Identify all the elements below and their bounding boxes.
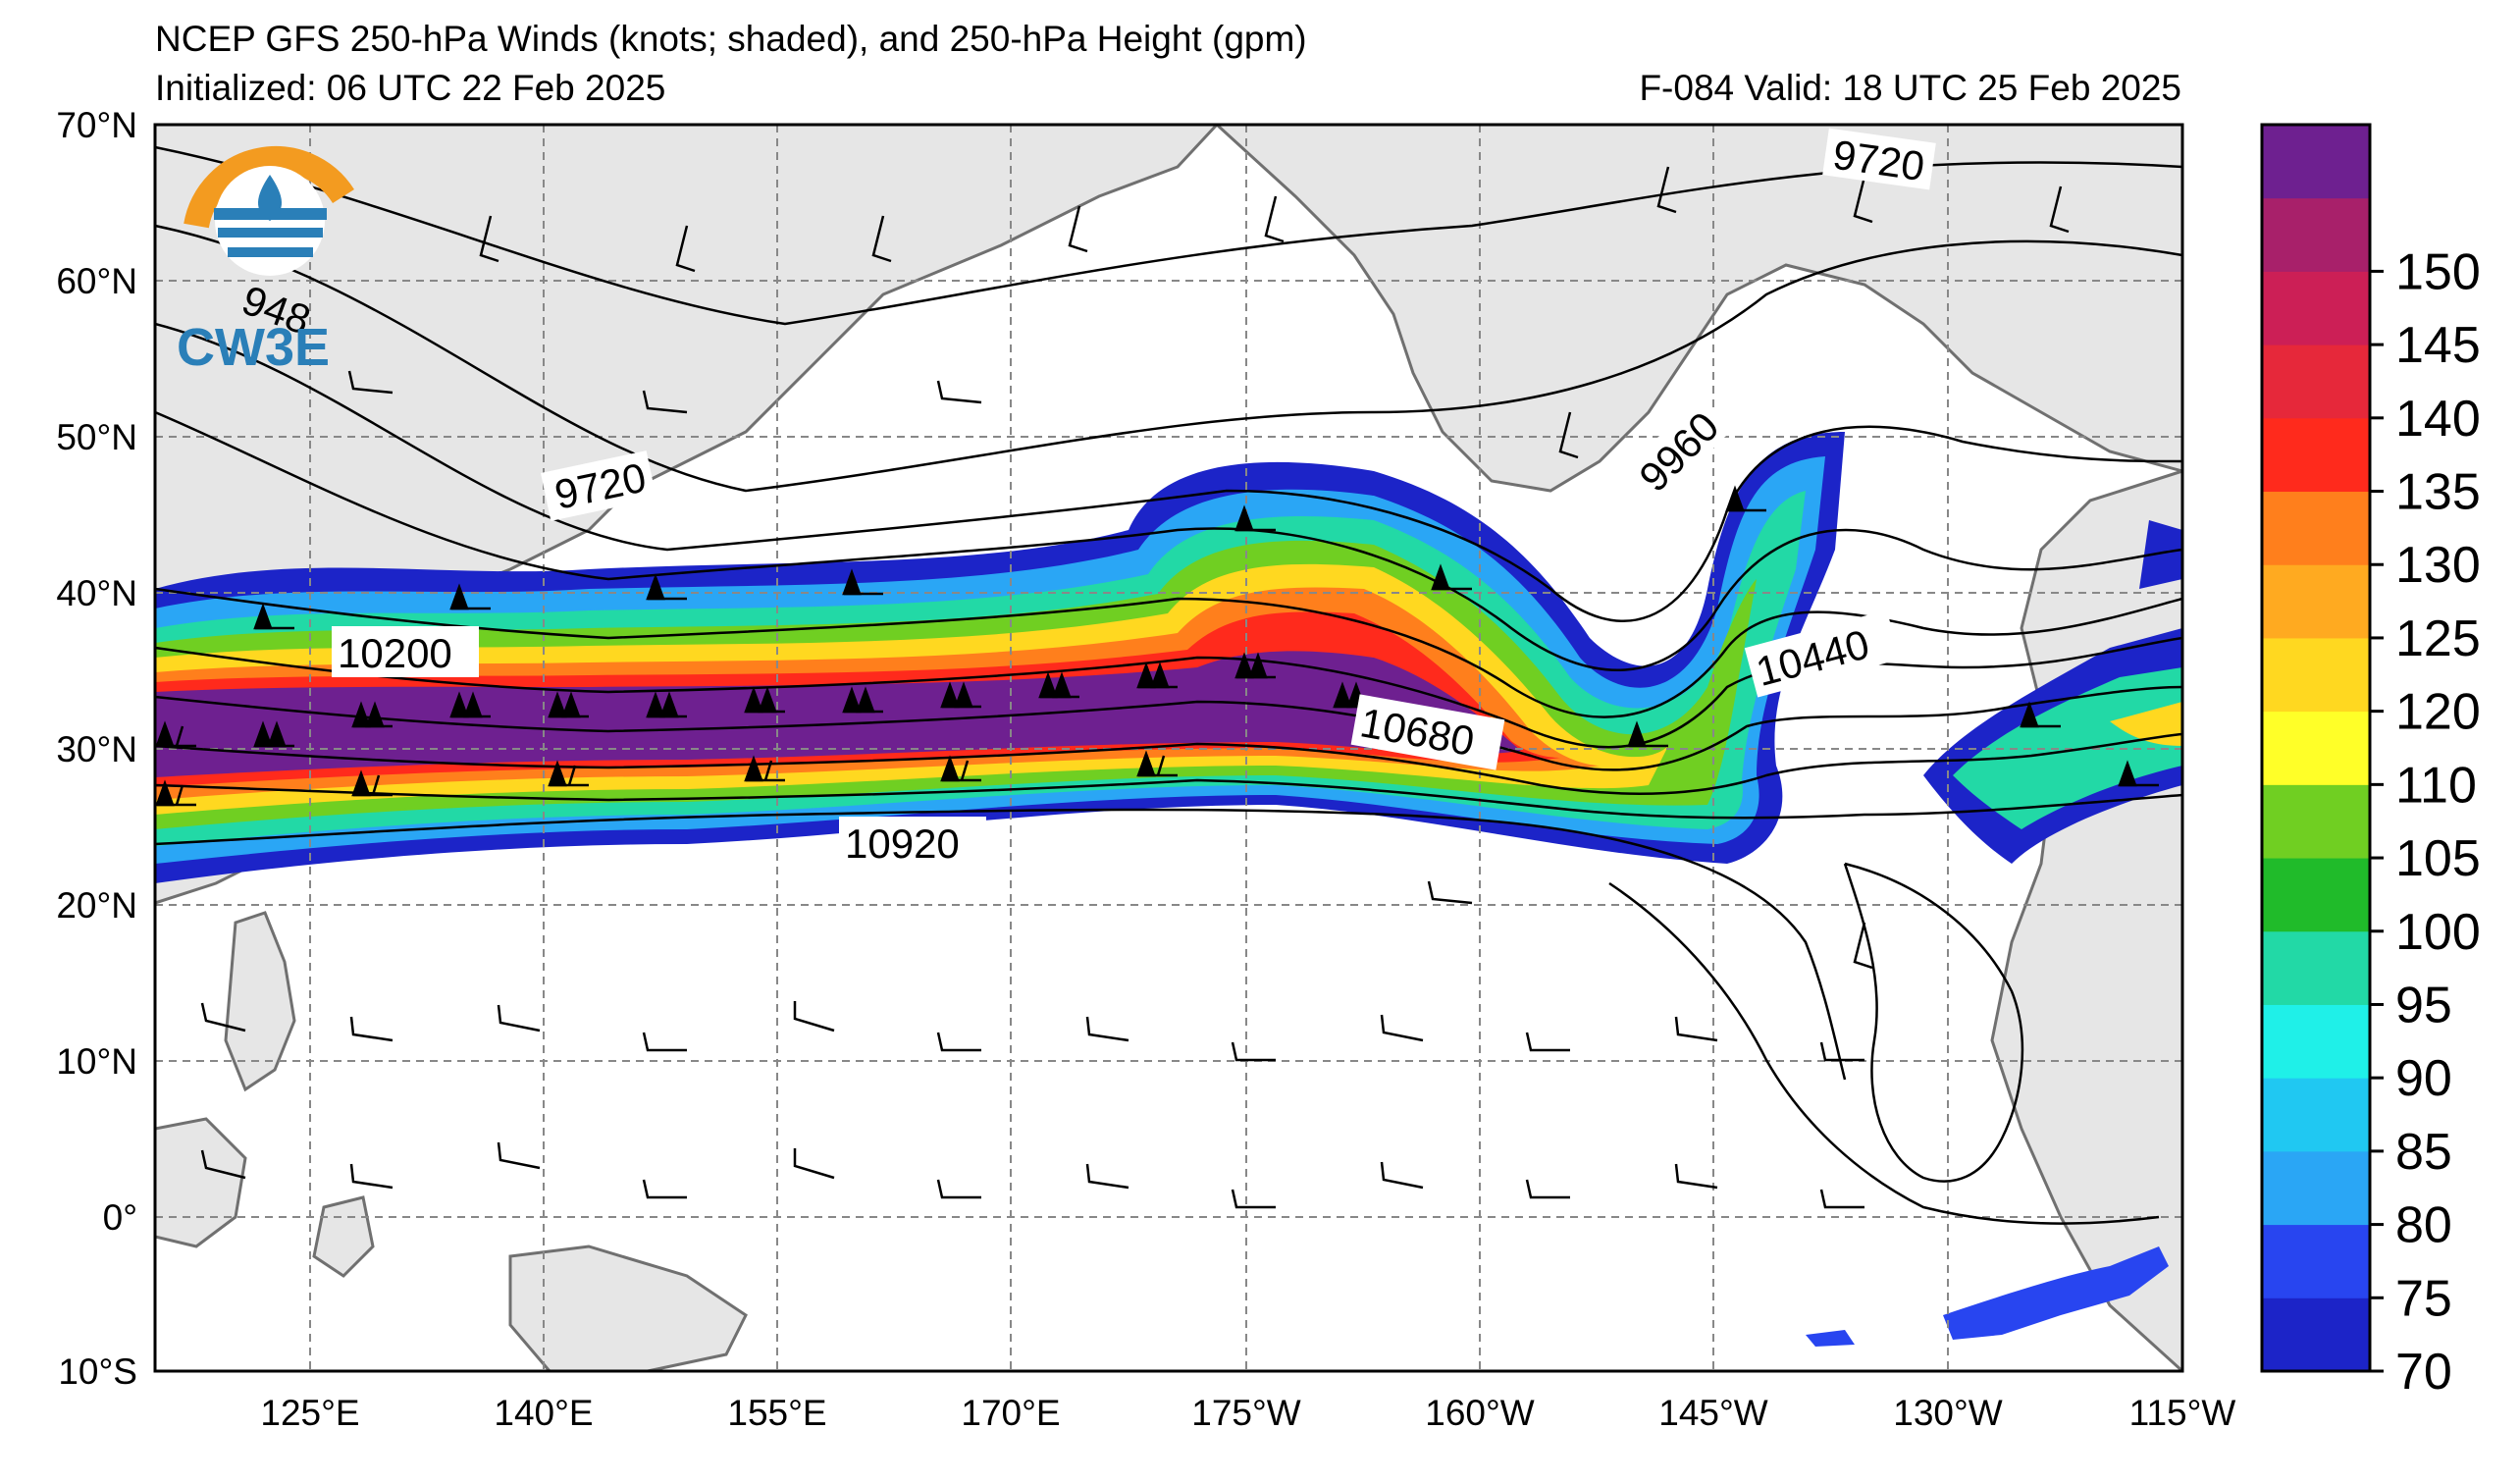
colorbar-swatch [2262, 1004, 2370, 1079]
colorbar-swatch [2262, 930, 2370, 1005]
chart-title: NCEP GFS 250-hPa Winds (knots; shaded), … [155, 19, 1307, 59]
colorbar-tick-label: 90 [2395, 1050, 2452, 1107]
colorbar-swatch [2262, 417, 2370, 493]
colorbar-tick-label: 85 [2395, 1124, 2452, 1181]
logo-text: CW3E [177, 318, 330, 377]
lon-label: 140°E [494, 1393, 593, 1433]
colorbar-tick-label: 120 [2395, 684, 2481, 741]
colorbar-swatch [2262, 784, 2370, 859]
lon-label: 170°E [961, 1393, 1060, 1433]
colorbar-tick-label: 110 [2395, 757, 2477, 814]
colorbar-tick-label: 125 [2395, 610, 2481, 667]
colorbar-swatch [2262, 564, 2370, 639]
latitude-labels: 70°N 60°N 50°N 40°N 30°N 20°N 10°N 0° 10… [56, 105, 137, 1392]
colorbar-swatch [2262, 491, 2370, 565]
colorbar-swatch [2262, 1224, 2370, 1298]
lat-label: 50°N [56, 417, 137, 457]
lat-label: 0° [103, 1197, 137, 1238]
lat-label: 30°N [56, 729, 137, 769]
colorbar-swatch [2262, 858, 2370, 932]
height-label: 10920 [845, 821, 960, 867]
lon-label: 155°E [727, 1393, 826, 1433]
height-label: 10200 [338, 630, 452, 676]
colorbar-swatch [2262, 1298, 2370, 1372]
colorbar-tick-label: 135 [2395, 464, 2481, 521]
colorbar-tick-label: 105 [2395, 830, 2481, 887]
lon-label: 160°W [1425, 1393, 1535, 1433]
gridlines [155, 125, 2182, 1371]
valid-time: F-084 Valid: 18 UTC 25 Feb 2025 [1639, 68, 2181, 108]
lat-label: 10°N [56, 1041, 137, 1082]
colorbar-tick-label: 75 [2395, 1270, 2452, 1327]
colorbar-tick-label: 95 [2395, 977, 2452, 1033]
map-border [153, 123, 2184, 1373]
height-label-group: 9720 9720 9960 10200 10440 10680 10920 9… [236, 128, 1936, 868]
colorbar-swatch [2262, 711, 2370, 785]
lon-label: 130°W [1893, 1393, 2003, 1433]
longitude-labels: 125°E 140°E 155°E 170°E 175°W 160°W 145°… [260, 1393, 2235, 1433]
colorbar-tick-label: 145 [2395, 317, 2481, 374]
colorbar-swatches [2262, 125, 2370, 1372]
lat-label: 20°N [56, 885, 137, 926]
colorbar-swatch [2262, 344, 2370, 419]
colorbar-ticks: 70 75 80 85 90 95 100 105 110 120 125 130 135 140 145 1… [2370, 243, 2481, 1401]
colorbar-swatch [2262, 637, 2370, 713]
lat-label: 10°S [58, 1351, 137, 1392]
colorbar-swatch [2262, 1150, 2370, 1226]
cw3e-logo: CW3E [177, 146, 354, 377]
colorbar-swatch [2262, 125, 2370, 199]
lon-label: 145°W [1658, 1393, 1768, 1433]
lon-label: 115°W [2129, 1393, 2236, 1433]
lat-label: 40°N [56, 573, 137, 613]
colorbar-swatch [2262, 271, 2370, 345]
colorbar: 70 75 80 85 90 95 100 105 110 120 125 130 135 140 145 1… [2260, 123, 2481, 1401]
colorbar-tick-label: 140 [2395, 391, 2481, 448]
lon-label: 175°W [1191, 1393, 1301, 1433]
colorbar-swatch [2262, 197, 2370, 272]
colorbar-tick-label: 100 [2395, 904, 2481, 961]
colorbar-tick-label: 150 [2395, 243, 2481, 300]
jet-stream-shading [155, 432, 2182, 1347]
lat-label: 70°N [56, 105, 137, 145]
lon-label: 125°E [260, 1393, 359, 1433]
init-time: Initialized: 06 UTC 22 Feb 2025 [155, 68, 666, 108]
colorbar-tick-label: 70 [2395, 1344, 2452, 1401]
colorbar-tick-label: 130 [2395, 537, 2481, 594]
colorbar-tick-label: 80 [2395, 1197, 2452, 1254]
colorbar-swatch [2262, 1078, 2370, 1152]
lat-label: 60°N [56, 261, 137, 301]
